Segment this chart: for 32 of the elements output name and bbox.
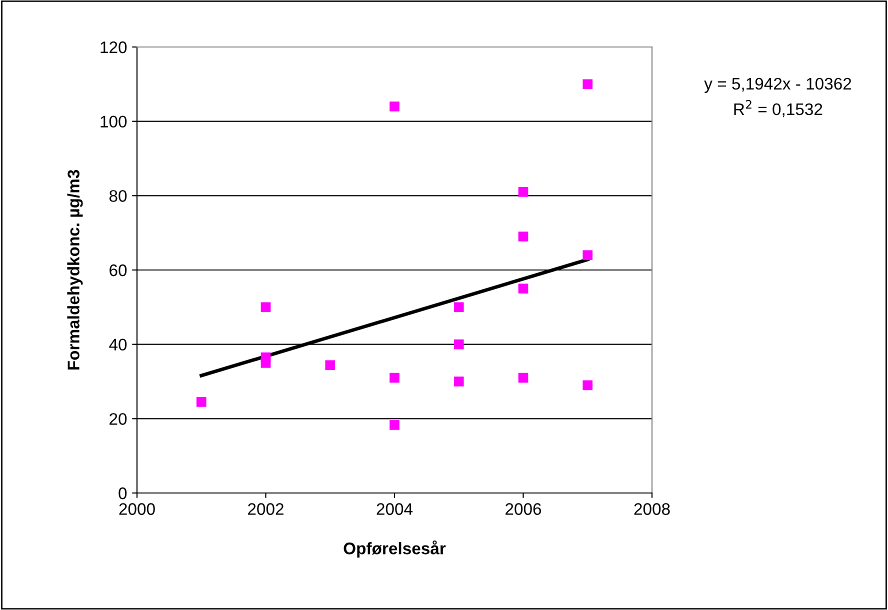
y-tick-label: 120 — [100, 41, 127, 54]
x-tick-label: 2000 — [119, 503, 155, 515]
point — [260, 302, 271, 312]
point — [260, 358, 271, 368]
y-tick-label: 40 — [109, 338, 127, 351]
point — [518, 232, 528, 242]
text: y = 5,1942x - 10362 R$^{2}$ = 0,1532 — [704, 78, 852, 118]
y-tick-label: 80 — [109, 190, 127, 202]
point — [518, 372, 528, 383]
point — [582, 79, 593, 90]
point — [390, 372, 400, 383]
point — [518, 187, 528, 197]
point — [582, 380, 593, 390]
x-tick-label: 2004 — [376, 503, 413, 515]
point — [454, 339, 464, 350]
y-axis-title: Formaldehydkonc. µg/m3 — [67, 170, 83, 370]
x-tick-label: 2008 — [634, 503, 670, 515]
point — [325, 360, 336, 370]
x-tick-label: 2006 — [506, 503, 542, 515]
y-tick-label: 60 — [110, 264, 127, 276]
point — [454, 302, 464, 312]
y-tick-label: 0 — [118, 487, 127, 500]
point — [390, 102, 400, 112]
point — [390, 420, 400, 430]
point — [454, 376, 464, 386]
point — [582, 250, 593, 260]
point — [518, 284, 528, 294]
x-tick-label: 2002 — [248, 503, 284, 515]
x-axis-title: Opførelsesår — [344, 540, 446, 558]
y-tick-label: 100 — [100, 116, 127, 128]
y-tick-label: 20 — [110, 413, 127, 425]
point — [196, 397, 206, 407]
